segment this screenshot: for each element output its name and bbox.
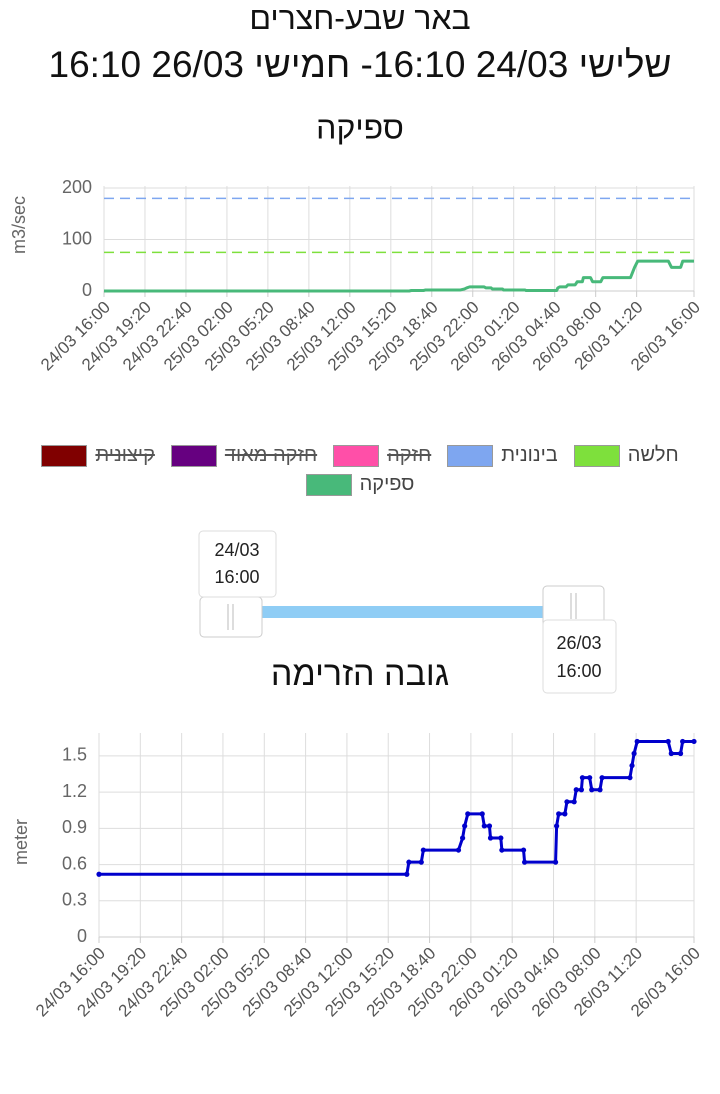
data-point bbox=[668, 750, 674, 757]
y-tick-label: 0 bbox=[82, 280, 92, 300]
data-line bbox=[99, 739, 694, 876]
y-tick-label: 0 bbox=[77, 926, 87, 946]
data-point bbox=[634, 738, 640, 745]
data-point bbox=[460, 835, 466, 841]
legend: חלשה בינונית חזקה חזקה מאוד קיצונית ספיקה bbox=[10, 444, 710, 496]
legend-swatch bbox=[305, 473, 352, 496]
data-point bbox=[571, 799, 577, 805]
y-axis-label: meter bbox=[11, 819, 31, 865]
data-point bbox=[680, 738, 686, 745]
legend-label: חלשה bbox=[627, 444, 679, 466]
y-tick-label: 0.3 bbox=[62, 890, 87, 910]
legend-item[interactable]: חלשה bbox=[573, 444, 679, 467]
data-point bbox=[627, 775, 633, 781]
data-point bbox=[479, 811, 485, 817]
data-point bbox=[406, 859, 412, 865]
chart-title: ספיקה bbox=[316, 109, 404, 145]
data-point bbox=[420, 847, 426, 853]
legend-swatch bbox=[333, 444, 380, 467]
legend-label: קיצונית bbox=[95, 444, 155, 466]
legend-label: חזקה bbox=[387, 444, 432, 466]
data-point bbox=[631, 750, 637, 757]
legend-item[interactable]: קיצונית bbox=[41, 444, 155, 467]
slider-end-date: 26/03 bbox=[556, 633, 601, 653]
legend-label: ספיקה bbox=[359, 473, 415, 495]
slider-start-date: 24/03 bbox=[214, 540, 259, 560]
data-point bbox=[486, 823, 493, 829]
slider-handle-start[interactable] bbox=[199, 596, 263, 638]
legend-swatch bbox=[170, 444, 217, 467]
data-point bbox=[498, 835, 504, 841]
legend-swatch bbox=[41, 444, 88, 467]
data-point bbox=[578, 787, 585, 793]
y-axis-label: m3/sec bbox=[9, 196, 29, 254]
data-point bbox=[564, 799, 570, 805]
page-subtitle: שלישי 24/03 16:10- חמישי 26/03 16:10 bbox=[48, 44, 672, 85]
data-point bbox=[404, 871, 410, 877]
data-line bbox=[104, 259, 694, 293]
data-point bbox=[556, 811, 562, 817]
y-tick-label: 100 bbox=[62, 228, 92, 248]
legend-swatch bbox=[447, 444, 494, 467]
data-point bbox=[96, 871, 102, 877]
data-point bbox=[599, 775, 605, 781]
data-point bbox=[552, 859, 559, 865]
data-point bbox=[499, 847, 505, 853]
legend-item[interactable]: חזקה bbox=[333, 444, 431, 467]
data-point bbox=[520, 847, 527, 853]
y-tick-label: 1.2 bbox=[62, 781, 87, 801]
legend-label: חזקה מאוד bbox=[224, 444, 318, 466]
legend-item[interactable]: בינונית bbox=[447, 444, 558, 467]
legend-swatch bbox=[573, 444, 620, 467]
data-point bbox=[455, 847, 462, 853]
slider-label-box bbox=[198, 530, 277, 598]
data-point bbox=[487, 835, 494, 841]
page-title: באר שבע-חצרים bbox=[249, 0, 471, 36]
legend-label: בינונית bbox=[501, 444, 558, 466]
data-point bbox=[418, 859, 424, 865]
slider-end-time: 16:00 bbox=[556, 661, 601, 681]
slider-label-box bbox=[542, 619, 617, 694]
data-point bbox=[691, 738, 697, 745]
data-point bbox=[579, 775, 586, 781]
data-point bbox=[629, 762, 635, 769]
data-point bbox=[589, 787, 595, 793]
legend-item[interactable]: ספיקה bbox=[305, 473, 415, 496]
chart-title: גובה הזרימה bbox=[271, 655, 449, 693]
legend-item[interactable]: חזקה מאוד bbox=[170, 444, 318, 467]
data-point bbox=[597, 787, 603, 793]
slider-track bbox=[230, 606, 573, 618]
data-point bbox=[665, 738, 671, 745]
y-tick-label: 1.5 bbox=[62, 745, 87, 765]
y-tick-label: 0.9 bbox=[62, 817, 87, 837]
data-point bbox=[481, 823, 487, 829]
y-tick-label: 0.6 bbox=[62, 853, 87, 873]
data-point bbox=[462, 823, 468, 829]
data-point bbox=[677, 750, 684, 757]
y-tick-label: 200 bbox=[62, 177, 92, 197]
slider-start-time: 16:00 bbox=[214, 567, 259, 587]
data-point bbox=[465, 811, 471, 817]
data-point bbox=[573, 787, 579, 793]
data-point bbox=[562, 811, 568, 817]
data-point bbox=[587, 775, 593, 781]
data-point bbox=[554, 823, 560, 829]
data-point bbox=[521, 859, 528, 865]
